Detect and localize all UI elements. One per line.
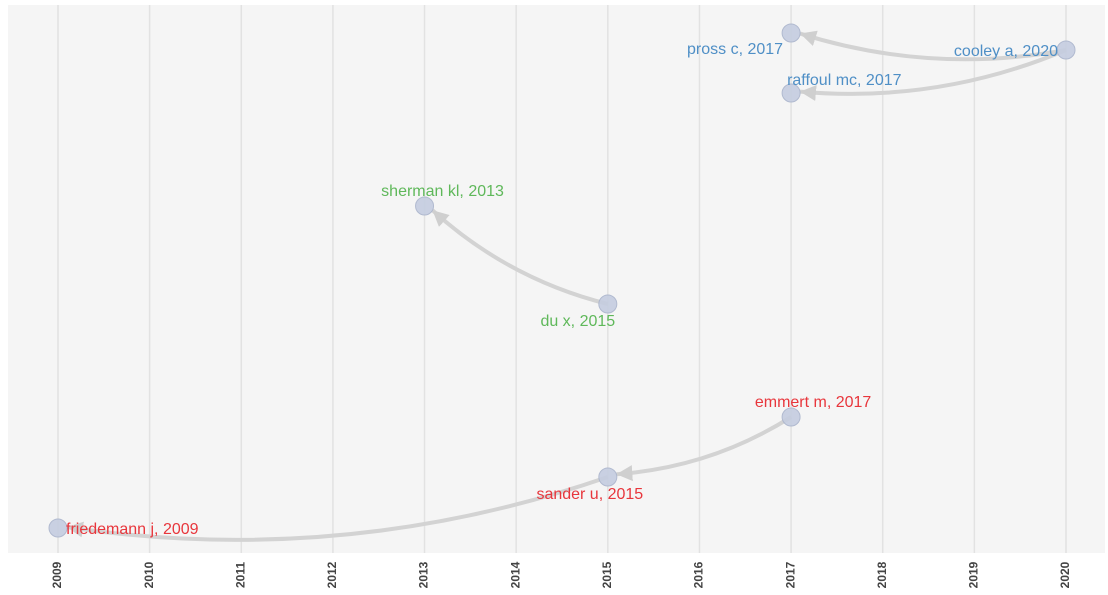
- edge: [799, 30, 1067, 62]
- x-tick-label: 2018: [875, 561, 889, 588]
- x-tick-label: 2020: [1058, 561, 1072, 588]
- node-label: raffoul mc, 2017: [787, 72, 902, 89]
- x-tick-label: 2010: [142, 561, 156, 588]
- x-tick-label: 2019: [967, 561, 981, 588]
- node: [781, 23, 801, 43]
- node: [781, 83, 801, 103]
- node-label: friedemann j, 2009: [66, 521, 199, 538]
- nodes: pross c, 2017 cooley a, 2020 raffoul mc, 2…: [48, 23, 1076, 538]
- x-tick-label: 2011: [233, 562, 247, 588]
- edge: [799, 48, 1067, 101]
- edge: [66, 475, 609, 542]
- edge: [616, 415, 793, 482]
- node: [1056, 40, 1076, 60]
- x-tick-label: 2016: [692, 561, 706, 588]
- x-tick-label: 2012: [325, 561, 339, 588]
- node-label: sander u, 2015: [536, 486, 643, 503]
- node: [598, 467, 618, 487]
- node-label: cooley a, 2020: [954, 43, 1058, 60]
- plot-background: [8, 5, 1105, 553]
- x-tick-label: 2015: [600, 561, 614, 588]
- node: [415, 196, 435, 216]
- node-label: pross c, 2017: [687, 41, 783, 58]
- node: [598, 294, 618, 314]
- x-axis: 2009 2010 2011 2012 2013 2014 2015 2016 2017 2018…: [50, 561, 1072, 588]
- x-tick-label: 2017: [783, 561, 797, 588]
- node: [48, 518, 68, 538]
- node: [781, 407, 801, 427]
- node-label: sherman kl, 2013: [381, 183, 504, 200]
- x-tick-label: 2013: [417, 561, 431, 588]
- node-label: emmert m, 2017: [755, 394, 872, 411]
- edge: [431, 208, 609, 306]
- x-tick-label: 2014: [508, 561, 522, 588]
- edges: [66, 30, 1067, 542]
- x-tick-label: 2009: [50, 561, 64, 588]
- node-label: du x, 2015: [540, 313, 615, 330]
